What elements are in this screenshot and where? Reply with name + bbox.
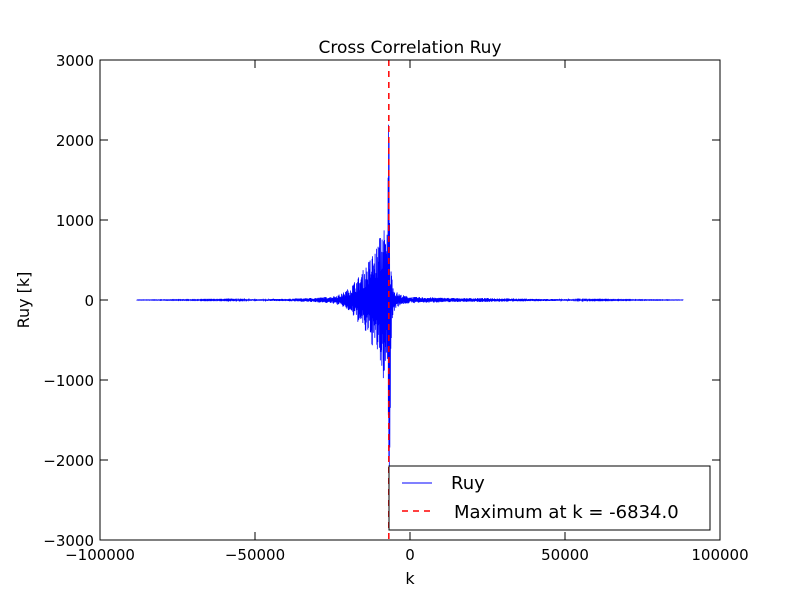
chart-title: Cross Correlation Ruy [318,38,501,58]
legend-ruy-label: Ruy [451,473,485,494]
y-tick-label: −3000 [43,532,94,550]
y-tick-label: 2000 [56,132,94,150]
y-tick-label: 0 [84,292,94,310]
x-axis-label: k [405,569,415,588]
y-tick-label: 1000 [56,212,94,230]
series-line-ruy [136,124,684,469]
x-tick-label: 50000 [541,546,589,564]
legend-box [388,465,711,531]
y-tick-label: −2000 [43,452,94,470]
y-tick-label: 3000 [56,52,94,70]
plot-frame [99,59,721,541]
legend-maximum-label: Maximum at k = -6834.0 [454,502,679,523]
legend: Ruy Maximum at k = -6834.0 [388,465,711,531]
x-tick-label: 100000 [691,546,748,564]
y-tick-label: −1000 [43,372,94,390]
y-axis-label: Ruy [k] [14,272,33,329]
x-tick-label: −100000 [65,546,135,564]
x-tick-label: 0 [405,546,415,564]
x-tick-label: −50000 [225,546,285,564]
